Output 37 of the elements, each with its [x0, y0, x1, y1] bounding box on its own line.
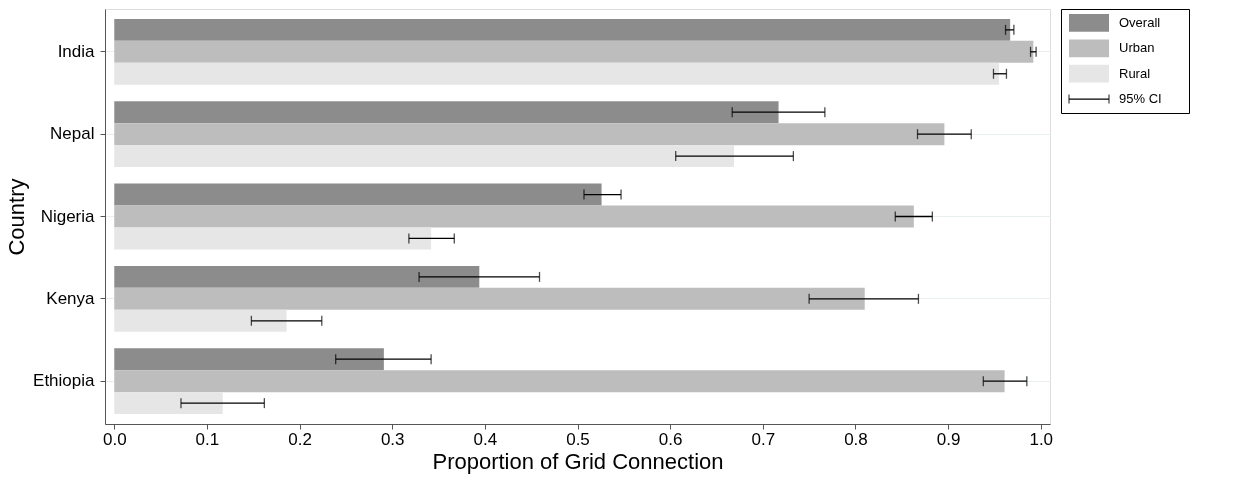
bar: [114, 145, 735, 168]
bar: [114, 40, 1034, 63]
bar: [114, 101, 779, 124]
bar: [114, 18, 1011, 41]
y-tick-label: Nepal: [50, 124, 95, 144]
y-axis-title: Country: [4, 178, 30, 256]
x-tick-label: 0.0: [102, 429, 127, 449]
x-tick-label: 0.9: [936, 429, 961, 449]
legend-label: Urban: [1119, 40, 1155, 56]
x-tick-label: 1.0: [1029, 429, 1054, 449]
legend-label: Rural: [1119, 65, 1151, 81]
legend-label: Overall: [1119, 14, 1161, 30]
bar: [114, 183, 602, 206]
y-tick-label: India: [57, 41, 96, 61]
y-tick-label: Nigeria: [40, 206, 96, 226]
x-axis-title: Proportion of Grid Connection: [432, 448, 724, 474]
bar: [114, 123, 945, 146]
x-tick-label: 0.8: [844, 429, 868, 449]
x-tick-label: 0.1: [195, 429, 220, 449]
bar: [114, 62, 1000, 85]
bar: [114, 392, 223, 415]
y-tick-label: Kenya: [46, 288, 96, 308]
bar: [114, 265, 480, 288]
bar: [114, 227, 432, 250]
x-tick-label: 0.5: [566, 429, 590, 449]
x-tick-label: 0.6: [658, 429, 683, 449]
y-tick-label: Ethiopia: [33, 371, 96, 391]
x-tick-label: 0.2: [288, 429, 312, 449]
bar: [114, 370, 1005, 393]
bar: [114, 205, 914, 228]
text: 95% CI: [1119, 91, 1162, 107]
x-tick-label: 0.4: [473, 429, 498, 449]
x-tick-label: 0.3: [380, 429, 405, 449]
bar: [114, 348, 384, 371]
bar: [114, 309, 287, 332]
x-tick-label: 0.7: [751, 429, 776, 449]
bar: [114, 287, 865, 310]
